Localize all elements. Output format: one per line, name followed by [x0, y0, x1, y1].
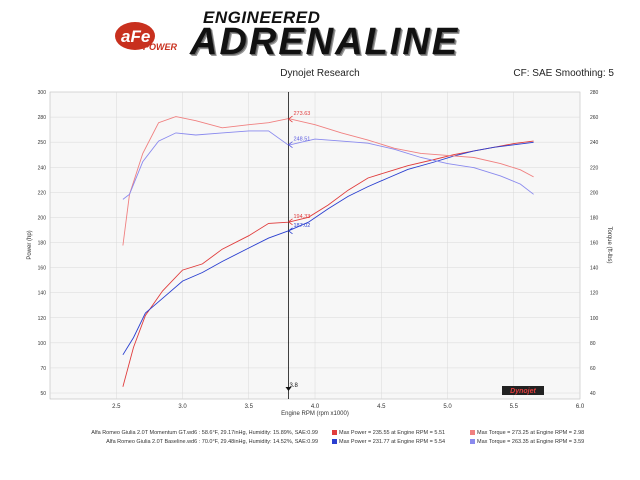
annotation-marker	[288, 141, 293, 149]
x-tick-label: 4.5	[377, 404, 386, 410]
annotation-label: 194.33	[294, 214, 311, 220]
legend-label: Max Torque = 263.35 at Engine RPM = 3.59	[477, 439, 585, 445]
cf-info: CF: SAE Smoothing: 5	[513, 68, 614, 79]
right-tick-label: 220	[590, 165, 599, 171]
x-tick-label: 3.5	[245, 404, 254, 410]
annotation-marker	[288, 227, 293, 235]
right-tick-label: 260	[590, 115, 599, 121]
left-tick-label: 100	[38, 341, 47, 347]
series-line	[122, 140, 534, 387]
svg-text:Dynojet: Dynojet	[510, 388, 536, 395]
tagline-main: ADRENALINE	[190, 21, 460, 63]
annotation-marker	[288, 218, 293, 226]
x-tick-labels: 2.5 3.0 3.5 4.0 4.5 5.0 5.5 6.0	[112, 404, 585, 410]
logo-swoosh	[115, 22, 155, 50]
series-line	[122, 130, 534, 200]
series-line	[122, 116, 534, 246]
header: aFe POWER ENGINEERED ADRENALINE	[0, 0, 640, 66]
legend-row: Alfa Romeo Giulia 2.0T Momentum GT.wd6 :…	[0, 430, 640, 439]
x-tick-label: 3.0	[178, 404, 187, 410]
x-tick-label: 5.0	[443, 404, 452, 410]
x-tick-label: 6.0	[576, 404, 585, 410]
left-tick-label: 280	[38, 115, 47, 121]
cursor-marker	[285, 387, 292, 391]
right-tick-label: 160	[590, 241, 599, 247]
logo-sub: POWER	[143, 42, 178, 52]
annotation-marker	[288, 115, 293, 123]
left-tick-label: 200	[38, 215, 47, 221]
logo-brand: aFe	[121, 27, 150, 46]
legend-run-info: Alfa Romeo Giulia 2.0T Momentum GT.wd6 :…	[91, 430, 318, 436]
right-tick-label: 200	[590, 190, 599, 196]
series-line	[122, 141, 534, 356]
rpm-cursor[interactable]: 3.8	[285, 92, 299, 399]
legend-label: Max Power = 231.77 at Engine RPM = 5.54	[339, 439, 446, 445]
x-tick-label: 2.5	[112, 404, 121, 410]
afe-power-logo: aFe POWER	[115, 22, 178, 52]
right-tick-label: 240	[590, 140, 599, 146]
x-tick-label: 5.5	[510, 404, 519, 410]
left-tick-labels: 50 70 100 120 140 160 180 200 220 240 250 280 300	[38, 90, 47, 397]
left-tick-label: 140	[38, 291, 47, 297]
legend-swatch	[332, 430, 337, 436]
left-tick-label: 250	[38, 140, 47, 146]
legend-item: Max Torque = 273.25 at Engine RPM = 2.98	[470, 430, 584, 436]
legend-run-info: Alfa Romeo Giulia 2.0T Baseline.wd6 : 70…	[106, 439, 318, 445]
left-tick-label: 50	[40, 391, 46, 397]
y-axis-right-label: Torque (ft-lbs)	[606, 226, 612, 263]
legend-swatch	[470, 439, 475, 445]
right-tick-label: 100	[590, 316, 599, 322]
annotation-label: 273.63	[294, 111, 311, 117]
y-axis-left-label: Power (hp)	[27, 230, 33, 259]
right-tick-label: 140	[590, 266, 599, 272]
left-tick-label: 180	[38, 241, 47, 247]
legend-item: Max Power = 235.55 at Engine RPM = 5.51	[332, 430, 445, 436]
x-tick-label: 4.0	[311, 404, 320, 410]
cursor-label: 3.8	[290, 383, 299, 389]
tagline-top: ENGINEERED	[203, 8, 321, 27]
left-tick-label: 300	[38, 90, 47, 96]
series-lines	[122, 116, 534, 387]
right-tick-label: 40	[590, 391, 596, 397]
right-tick-label: 80	[590, 341, 596, 347]
left-tick-label: 70	[40, 366, 46, 372]
legend-label: Max Torque = 273.25 at Engine RPM = 2.98	[477, 430, 585, 436]
right-tick-label: 120	[590, 291, 599, 297]
left-tick-label: 120	[38, 316, 47, 322]
dyno-title: Dynojet Research	[280, 68, 360, 79]
dynojet-watermark: Dynojet	[502, 386, 544, 395]
dyno-chart: 2.5 3.0 3.5 4.0 4.5 5.0 5.5 6.0 50 70 100 120 140 16…	[27, 90, 612, 417]
value-annotations: 273.63 248.51 194.33 187.02	[288, 111, 311, 235]
right-tick-label: 60	[590, 366, 596, 372]
x-axis-label: Engine RPM (rpm x1000)	[281, 411, 349, 417]
legend-swatch	[332, 439, 337, 445]
legend-swatch	[470, 430, 475, 436]
annotation-label: 187.02	[294, 223, 311, 229]
left-tick-label: 160	[38, 266, 47, 272]
legend-item: Max Power = 231.77 at Engine RPM = 5.54	[332, 439, 445, 445]
right-tick-label: 180	[590, 215, 599, 221]
right-tick-labels: 40 60 80 100 120 140 160 180 200 220 240 260 280	[590, 90, 599, 397]
legend-label: Max Power = 235.55 at Engine RPM = 5.51	[339, 430, 446, 436]
right-tick-label: 280	[590, 90, 599, 96]
left-tick-label: 220	[38, 190, 47, 196]
legend-item: Max Torque = 263.35 at Engine RPM = 3.59	[470, 439, 584, 445]
legend-row: Alfa Romeo Giulia 2.0T Baseline.wd6 : 70…	[0, 439, 640, 448]
annotation-label: 248.51	[294, 137, 311, 143]
left-tick-label: 240	[38, 165, 47, 171]
